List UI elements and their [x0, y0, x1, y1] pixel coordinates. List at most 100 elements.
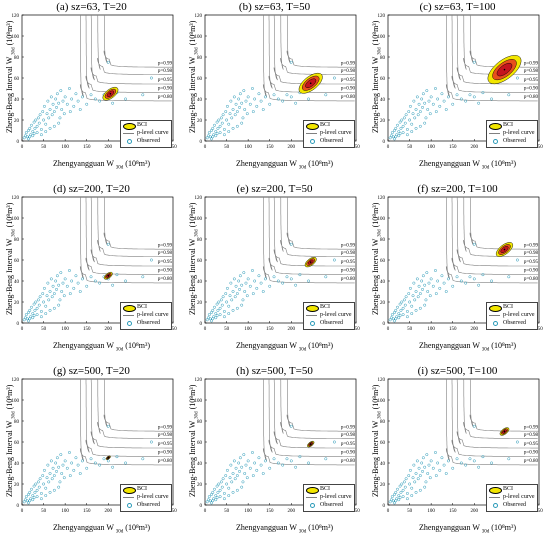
observed-point [410, 122, 414, 126]
observed-point [221, 295, 225, 299]
observed-point [289, 60, 293, 64]
x-tick-label: 100 [244, 327, 252, 332]
observed-point [423, 465, 427, 469]
observed-point [394, 499, 398, 503]
observed-point [216, 126, 220, 130]
y-tick-label: 100 [12, 217, 20, 222]
observed-point [294, 283, 298, 287]
p-level-curve [90, 379, 173, 449]
observed-point [446, 459, 450, 463]
legend-bci-swatch [306, 487, 319, 494]
x-tick-label: 200 [105, 145, 113, 150]
observed-point [418, 124, 422, 128]
observed-point [48, 308, 52, 312]
observed-point [32, 496, 36, 500]
observed-point [251, 474, 255, 478]
observed-point [261, 472, 265, 475]
observed-point [459, 97, 463, 101]
y-tick-label: 80 [197, 238, 203, 243]
observed-point [411, 476, 415, 480]
observed-point [31, 130, 35, 134]
p-level-curve [103, 196, 173, 250]
observed-point [217, 118, 221, 122]
observed-point [396, 123, 399, 127]
p-level-curve [268, 15, 356, 93]
observed-point [68, 474, 72, 478]
observed-point [426, 108, 430, 111]
observed-point [233, 295, 237, 299]
observed-point [244, 281, 248, 285]
observed-point [421, 287, 424, 291]
y-tick-label: 60 [14, 441, 20, 446]
observed-point [141, 275, 145, 279]
observed-point [57, 121, 61, 125]
x-tick-label: 100 [61, 145, 69, 150]
observed-point [472, 459, 476, 463]
observed-point [237, 279, 241, 283]
observed-point [60, 472, 64, 475]
observed-point [210, 311, 213, 314]
p-level-curve [463, 378, 538, 439]
y-tick-label: 40 [14, 280, 20, 285]
observed-point [218, 131, 222, 135]
observed-point [405, 310, 409, 313]
bci-region [307, 440, 315, 448]
observed-point [243, 290, 247, 293]
observed-point [390, 131, 394, 135]
design-point [309, 82, 312, 85]
observed-point [228, 112, 232, 116]
x-axis-label: Zhengyangguan W 30d (10⁸m³) [52, 341, 151, 353]
observed-point [34, 118, 38, 122]
observed-point [149, 440, 153, 444]
observed-point [307, 279, 310, 283]
observed-point [218, 313, 222, 317]
x-tick-label: 0 [21, 327, 24, 332]
observed-point [27, 493, 30, 496]
observed-point [398, 314, 402, 318]
observed-point [257, 274, 261, 278]
observed-point [62, 294, 66, 298]
x-tick-label: 200 [288, 145, 296, 150]
x-tick-label: 50 [407, 145, 413, 150]
observed-point [102, 457, 106, 461]
observed-point [408, 468, 412, 472]
x-tick-label: 350 [169, 509, 177, 514]
observed-point [451, 102, 455, 106]
observed-point [407, 292, 411, 296]
observed-point [214, 498, 218, 502]
p-level-label: p=0.90 [524, 451, 539, 456]
p-level-curve [469, 378, 539, 432]
observed-point [410, 130, 414, 134]
y-tick-label: 80 [197, 420, 203, 425]
observed-point [420, 279, 424, 283]
observed-point [276, 461, 280, 465]
p-level-label: p=0.90 [341, 451, 356, 456]
observed-point [242, 453, 246, 457]
p-level-label: p=0.80 [524, 459, 539, 464]
y-axis-label: Zheng-Beng Interval W 30d (10⁸m³) [371, 202, 383, 315]
chart-panel-8: (i) sz=500, T=10005010015020025030035002… [366, 364, 549, 546]
observed-point [45, 476, 49, 480]
p-level-label: p=0.98 [158, 69, 173, 74]
observed-point [210, 319, 213, 323]
p-level-curve [445, 379, 538, 466]
observed-point [210, 137, 213, 141]
observed-point [214, 312, 218, 316]
observed-point [436, 461, 440, 465]
legend-p-level-swatch [123, 497, 134, 498]
observed-point [39, 128, 43, 131]
observed-point [30, 123, 33, 127]
design-point [109, 92, 112, 95]
observed-point [423, 101, 427, 105]
observed-point [268, 284, 272, 288]
bci-region [105, 455, 111, 460]
p-level-label: p=0.80 [158, 95, 173, 100]
observed-point [412, 281, 416, 285]
p-level-curve [451, 15, 539, 93]
y-axis-label: Zheng-Beng Interval W 30d (10⁸m³) [5, 384, 17, 497]
observed-point [38, 295, 42, 299]
observed-point [434, 451, 437, 454]
observed-point [507, 457, 511, 461]
observed-point [52, 110, 56, 114]
